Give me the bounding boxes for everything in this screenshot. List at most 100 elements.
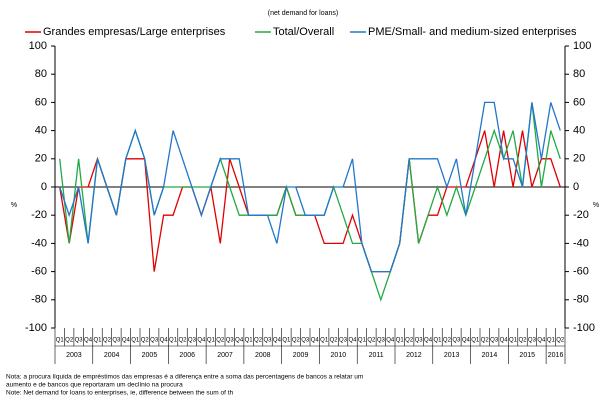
year-label: 2010 <box>331 352 347 359</box>
y2-tick-label: -20 <box>573 209 589 221</box>
year-label: 2011 <box>369 352 384 359</box>
x-tick-label: Q2 <box>292 338 301 344</box>
y-tick-label: -60 <box>31 266 47 278</box>
x-tick-label: Q2 <box>254 338 263 344</box>
y2-tick-label: 80 <box>573 68 585 80</box>
x-tick-label: Q2 <box>103 338 112 344</box>
x-tick-label: Q2 <box>556 338 565 344</box>
x-tick-label: Q1 <box>509 338 518 344</box>
x-tick-label: Q2 <box>405 338 414 344</box>
year-label: 2015 <box>519 352 535 359</box>
y-tick-label: 20 <box>35 153 47 165</box>
x-tick-label: Q4 <box>537 338 546 344</box>
series-line <box>59 130 561 273</box>
year-label: 2013 <box>444 352 460 359</box>
x-tick-label: Q3 <box>452 338 461 344</box>
y2-tick-label: -60 <box>573 266 589 278</box>
x-tick-label: Q3 <box>226 338 235 344</box>
y-axis-label: % <box>11 202 17 209</box>
y-tick-label: 40 <box>35 125 47 137</box>
x-tick-label: Q2 <box>216 338 225 344</box>
x-tick-label: Q4 <box>197 338 206 344</box>
x-tick-label: Q2 <box>481 338 490 344</box>
x-tick-label: Q2 <box>443 338 452 344</box>
x-tick-label: Q1 <box>282 338 291 344</box>
legend-label: Grandes empresas/Large enterprises <box>43 26 226 38</box>
y-tick-label: 100 <box>29 40 47 52</box>
x-tick-label: Q1 <box>207 338 216 344</box>
year-label: 2007 <box>217 352 233 359</box>
x-tick-label: Q3 <box>415 338 424 344</box>
year-label: 2016 <box>548 352 564 359</box>
x-tick-label: Q4 <box>500 338 509 344</box>
x-tick-label: Q3 <box>339 338 348 344</box>
year-label: 2004 <box>104 352 120 359</box>
x-tick-label: Q1 <box>433 338 442 344</box>
x-tick-label: Q3 <box>263 338 272 344</box>
y2-tick-label: 40 <box>573 125 585 137</box>
x-tick-label: Q3 <box>377 338 386 344</box>
x-tick-label: Q4 <box>311 338 320 344</box>
x-tick-label: Q1 <box>56 338 65 344</box>
y-tick-label: 60 <box>35 96 47 108</box>
x-tick-label: Q4 <box>273 338 282 344</box>
y2-tick-label: -80 <box>573 294 589 306</box>
y2-tick-label: -40 <box>573 237 589 249</box>
x-tick-label: Q1 <box>471 338 480 344</box>
y-tick-label: 80 <box>35 68 47 80</box>
x-tick-label: Q1 <box>131 338 140 344</box>
legend-label: Total/Overall <box>273 26 334 38</box>
x-tick-label: Q4 <box>235 338 244 344</box>
x-tick-label: Q1 <box>93 338 102 344</box>
note: Nota: a procura líquida de empréstimos d… <box>6 374 363 381</box>
x-tick-label: Q2 <box>65 338 74 344</box>
y-tick-label: -100 <box>25 322 47 334</box>
x-tick-label: Q3 <box>112 338 121 344</box>
x-tick-label: Q1 <box>396 338 405 344</box>
year-label: 2014 <box>482 352 498 359</box>
x-tick-label: Q2 <box>330 338 339 344</box>
year-label: 2012 <box>406 352 422 359</box>
x-tick-label: Q3 <box>75 338 84 344</box>
y-tick-label: -20 <box>31 209 47 221</box>
x-tick-label: Q4 <box>84 338 93 344</box>
x-tick-label: Q3 <box>188 338 197 344</box>
legend-label: PME/Small- and medium-sized enterprises <box>368 26 577 38</box>
x-tick-label: Q3 <box>150 338 159 344</box>
x-tick-label: Q4 <box>386 338 395 344</box>
x-tick-label: Q4 <box>160 338 169 344</box>
x-tick-label: Q1 <box>169 338 178 344</box>
y2-tick-label: 20 <box>573 153 585 165</box>
y2-tick-label: -100 <box>573 322 595 334</box>
x-tick-label: Q2 <box>178 338 187 344</box>
year-label: 2008 <box>255 352 271 359</box>
year-label: 2005 <box>142 352 158 359</box>
x-tick-label: Q2 <box>367 338 376 344</box>
note: Note: Net demand for loans to enterprise… <box>6 390 234 397</box>
x-tick-label: Q4 <box>122 338 131 344</box>
x-tick-label: Q1 <box>245 338 254 344</box>
y2-tick-label: 100 <box>573 40 591 52</box>
note: aumento e de bancos que reportaram um de… <box>6 382 183 389</box>
x-tick-label: Q4 <box>424 338 433 344</box>
x-tick-label: Q4 <box>462 338 471 344</box>
y-tick-label: 0 <box>41 181 47 193</box>
x-tick-label: Q1 <box>320 338 329 344</box>
chart-subtitle: (net demand for loans) <box>268 10 338 17</box>
y-tick-label: -40 <box>31 237 47 249</box>
x-tick-label: Q4 <box>348 338 357 344</box>
year-label: 2003 <box>66 352 82 359</box>
x-tick-label: Q2 <box>518 338 527 344</box>
x-tick-label: Q3 <box>301 338 310 344</box>
y2-tick-label: 60 <box>573 96 585 108</box>
series-line <box>59 101 561 273</box>
x-tick-label: Q3 <box>528 338 537 344</box>
x-tick-label: Q1 <box>547 338 556 344</box>
x-tick-label: Q3 <box>490 338 499 344</box>
year-label: 2006 <box>179 352 195 359</box>
year-label: 2009 <box>293 352 309 359</box>
x-tick-label: Q1 <box>358 338 367 344</box>
y2-axis-label: % <box>593 202 599 209</box>
y2-tick-label: 0 <box>573 181 579 193</box>
